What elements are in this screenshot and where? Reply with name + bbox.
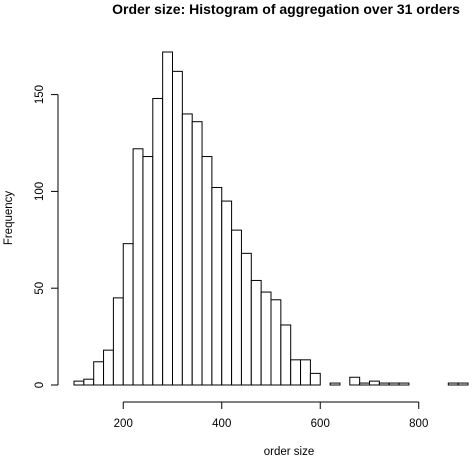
histogram-bar <box>201 156 213 386</box>
histogram-bar <box>112 297 124 386</box>
histogram-bar <box>172 70 183 386</box>
x-tick-label: 800 <box>409 418 428 430</box>
histogram-bar <box>103 349 114 386</box>
chart-title: Order size: Histogram of aggregation ove… <box>112 1 460 17</box>
histogram-bar <box>359 382 370 386</box>
histogram-bar <box>152 97 164 386</box>
histogram-bar <box>250 279 262 386</box>
x-tick-label: 400 <box>212 418 231 430</box>
histogram-bar <box>329 382 341 386</box>
histogram-bar <box>93 361 105 386</box>
histogram-bar <box>122 243 134 386</box>
histogram-bar <box>300 359 311 386</box>
histogram-bar <box>270 299 282 386</box>
histogram-bar <box>181 113 193 386</box>
histogram-bar <box>83 378 95 386</box>
histogram-bar <box>290 359 302 386</box>
histogram-bar <box>349 376 361 386</box>
histogram-bar <box>162 51 173 386</box>
histogram-bar <box>309 372 321 386</box>
y-axis-label: Frequency <box>3 191 15 246</box>
histogram-bar <box>132 148 144 386</box>
histogram-bar <box>142 156 154 386</box>
histogram-bars <box>73 51 469 386</box>
histogram-bar <box>191 121 203 386</box>
x-tick-label: 200 <box>114 418 133 430</box>
histogram-bar <box>260 291 272 386</box>
histogram-bar <box>369 380 380 386</box>
histogram-bar <box>73 380 85 386</box>
y-tick-label: 100 <box>34 182 46 201</box>
y-tick-label: 150 <box>34 85 46 104</box>
histogram-bar <box>398 382 410 386</box>
histogram-bar <box>447 382 459 386</box>
histogram-bar <box>378 382 390 386</box>
histogram-bar <box>457 382 469 386</box>
histogram-bar <box>221 200 233 386</box>
x-axis: 200 400 600 800 <box>114 401 428 430</box>
y-axis: 0 50 100 150 <box>34 85 59 388</box>
histogram-bar <box>280 324 292 386</box>
y-tick-label: 0 <box>34 382 46 388</box>
x-axis-label: order size <box>264 446 315 458</box>
y-tick-label: 50 <box>34 282 46 295</box>
histogram-bar <box>211 187 223 386</box>
histogram-bar <box>388 382 400 386</box>
histogram-bar <box>231 229 242 386</box>
histogram-bar <box>240 252 252 386</box>
x-tick-label: 600 <box>311 418 330 430</box>
